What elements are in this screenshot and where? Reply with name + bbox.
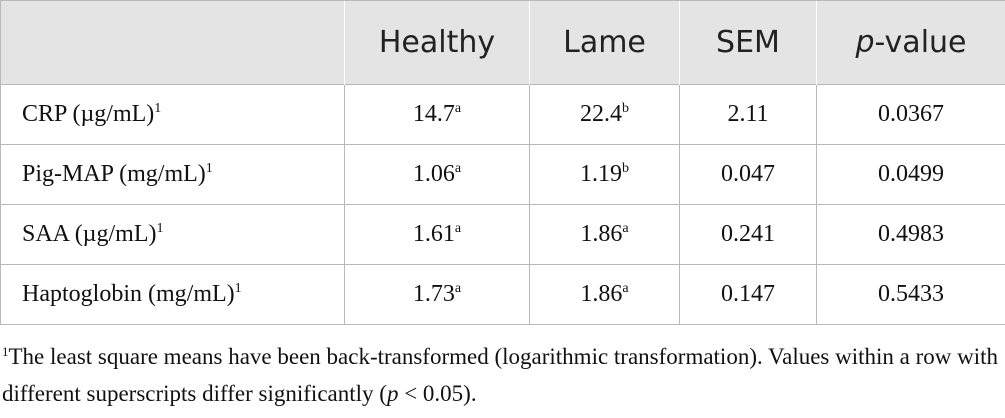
p-value-text: 0.0367 bbox=[878, 101, 944, 127]
header-lame: Lame bbox=[529, 0, 680, 85]
row-label-text: SAA (µg/mL) bbox=[22, 221, 157, 247]
row-label: Pig-MAP (mg/mL)1 bbox=[0, 144, 345, 205]
header-p-suffix: -value bbox=[874, 25, 967, 60]
row-label-text: CRP (µg/mL) bbox=[22, 101, 155, 127]
healthy-value-text: 14.7 bbox=[412, 101, 455, 127]
p-value: 0.0499 bbox=[816, 144, 1005, 205]
footnote: 1The least square means have been back-t… bbox=[2, 340, 1002, 411]
lame-value: 1.86a bbox=[529, 264, 680, 325]
lame-value: 1.86a bbox=[529, 204, 680, 265]
p-value-text: 0.5433 bbox=[878, 281, 944, 307]
row-label: SAA (µg/mL)1 bbox=[0, 204, 345, 265]
sem-value: 0.047 bbox=[679, 144, 817, 205]
row-label-superscript: 1 bbox=[154, 101, 162, 116]
table-row: Haptoglobin (mg/mL)1 1.73a 1.86a 0.147 0.543… bbox=[0, 264, 1005, 325]
header-p-italic: p bbox=[855, 25, 875, 60]
header-healthy: Healthy bbox=[344, 0, 530, 85]
healthy-value: 1.73a bbox=[344, 264, 530, 325]
table-row: Pig-MAP (mg/mL)1 1.06a 1.19b 0.047 0.0499 bbox=[0, 144, 1005, 205]
lame-value-text: 22.4 bbox=[580, 101, 622, 127]
sem-value-text: 0.047 bbox=[721, 161, 775, 187]
p-value: 0.0367 bbox=[816, 84, 1005, 145]
p-value-text: 0.4983 bbox=[878, 221, 944, 247]
table-row: CRP (µg/mL)1 14.7a 22.4b 2.11 0.0367 bbox=[0, 84, 1005, 145]
header-sem: SEM bbox=[679, 0, 817, 85]
p-value: 0.4983 bbox=[816, 204, 1005, 265]
healthy-value: 1.61a bbox=[344, 204, 530, 265]
sem-value-text: 2.11 bbox=[727, 101, 769, 127]
row-label-text: Haptoglobin (mg/mL) bbox=[22, 281, 235, 307]
footnote-text-2: < 0.05). bbox=[398, 381, 477, 406]
healthy-value-text: 1.73 bbox=[412, 281, 455, 307]
healthy-value-superscript: a bbox=[454, 161, 462, 176]
lame-value-text: 1.19 bbox=[580, 161, 622, 187]
healthy-value-text: 1.61 bbox=[412, 221, 455, 247]
healthy-value-superscript: a bbox=[454, 281, 462, 296]
header-row: Healthy Lame SEM p-value bbox=[0, 0, 1005, 85]
header-blank bbox=[0, 0, 345, 85]
healthy-value: 14.7a bbox=[344, 84, 530, 145]
healthy-value-superscript: a bbox=[454, 101, 462, 116]
lame-value: 22.4b bbox=[529, 84, 680, 145]
healthy-value: 1.06a bbox=[344, 144, 530, 205]
row-label-text: Pig-MAP (mg/mL) bbox=[22, 161, 206, 187]
lame-value: 1.19b bbox=[529, 144, 680, 205]
row-label: CRP (µg/mL)1 bbox=[0, 84, 345, 145]
table-row: SAA (µg/mL)1 1.61a 1.86a 0.241 0.4983 bbox=[0, 204, 1005, 265]
row-label-superscript: 1 bbox=[156, 221, 164, 236]
sem-value: 0.241 bbox=[679, 204, 817, 265]
header-p-value: p-value bbox=[816, 0, 1005, 85]
footnote-text-1: The least square means have been back-tr… bbox=[2, 344, 999, 406]
healthy-value-text: 1.06 bbox=[412, 161, 455, 187]
lame-value-text: 1.86 bbox=[580, 221, 623, 247]
results-table: Healthy Lame SEM p-value CRP (µg/mL)1 14.… bbox=[0, 0, 1005, 325]
lame-value-text: 1.86 bbox=[580, 281, 623, 307]
lame-value-superscript: b bbox=[622, 101, 629, 116]
sem-value-text: 0.241 bbox=[721, 221, 775, 247]
p-value-text: 0.0499 bbox=[878, 161, 944, 187]
lame-value-superscript: b bbox=[622, 161, 629, 176]
sem-value: 0.147 bbox=[679, 264, 817, 325]
lame-value-superscript: a bbox=[622, 281, 629, 296]
sem-value: 2.11 bbox=[679, 84, 817, 145]
footnote-marker: 1 bbox=[2, 344, 9, 359]
footnote-p: p bbox=[386, 381, 399, 406]
row-label: Haptoglobin (mg/mL)1 bbox=[0, 264, 345, 325]
healthy-value-superscript: a bbox=[454, 221, 462, 236]
row-label-superscript: 1 bbox=[234, 281, 242, 296]
p-value: 0.5433 bbox=[816, 264, 1005, 325]
sem-value-text: 0.147 bbox=[721, 281, 775, 307]
row-label-superscript: 1 bbox=[205, 161, 213, 176]
lame-value-superscript: a bbox=[622, 221, 629, 236]
